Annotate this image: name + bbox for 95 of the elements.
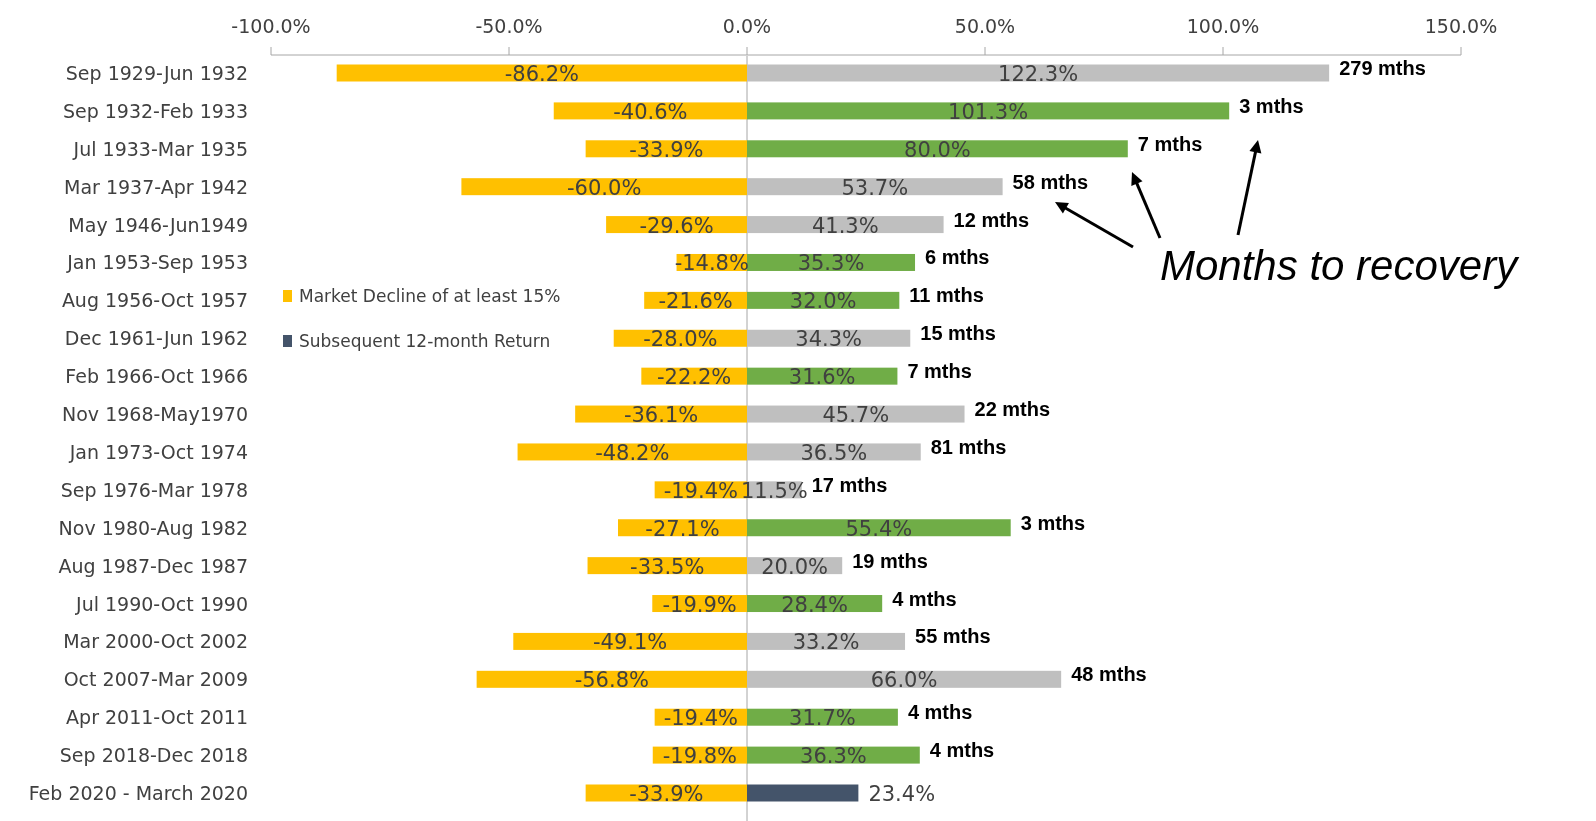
data-label: -19.8% [662,744,738,769]
data-label: -48.2% [595,440,670,465]
data-label: -40.6% [613,99,688,124]
data-label: 33.2% [792,630,860,655]
legend-label: Subsequent 12-month Return [299,331,551,351]
data-label: 55.4% [845,516,913,541]
data-label: -28.0% [643,327,718,352]
annotation: 4 mths [929,739,995,762]
annotation: 55 mths [915,625,991,648]
annotation: 4 mths [907,701,973,724]
bar [461,178,747,196]
data-label: 23.4% [868,782,936,806]
bar [747,784,859,802]
data-label: 41.3% [811,213,879,238]
y-tick-label: Jul 1990-Oct 1990 [75,592,248,615]
bar [747,178,1003,196]
bar [336,64,747,82]
y-tick-label: Jan 1953-Sep 1953 [66,251,248,274]
data-label: 34.3% [795,327,862,352]
y-tick-label: Apr 2011-Oct 2011 [66,706,248,729]
x-tick-label: 150.0% [1424,15,1498,37]
data-label: 80.0% [904,137,971,162]
y-tick-label: Mar 2000-Oct 2002 [63,630,248,653]
y-tick-label: Jul 1933-Mar 1935 [72,137,248,160]
annotation: 22 mths [974,398,1051,421]
annotation: 19 mths [852,549,928,572]
data-label: -21.6% [658,289,733,314]
data-label: 28.4% [781,592,848,617]
bar [747,64,1330,82]
data-label: -27.1% [645,516,720,541]
x-tick-label: -50.0% [475,15,543,37]
data-label: 36.3% [800,744,867,769]
legend-label: Market Decline of at least 15% [299,286,561,306]
bar [747,140,1128,158]
annotation: 17 mths [811,473,888,496]
y-tick-label: Oct 2007-Mar 2009 [63,668,248,691]
data-label: -36.1% [623,403,699,428]
data-label: 53.7% [841,175,909,200]
y-tick-label: Feb 1966-Oct 1966 [65,365,248,388]
data-label: -19.4% [663,478,738,503]
bar [747,670,1062,688]
data-label: -19.4% [663,706,738,731]
annotation: 11 mths [909,284,984,307]
y-tick-label: Mar 1937-Apr 1942 [64,175,248,198]
data-label: -49.1% [592,630,668,655]
annotation: Months to recovery [1160,242,1521,289]
data-label: -19.9% [662,592,737,617]
annotation: 4 mths [892,587,957,610]
x-tick-label: -100.0% [231,15,311,37]
annotation: 81 mths [930,435,1007,458]
data-label: -33.9% [629,137,704,162]
y-tick-label: Sep 1929-Jun 1932 [65,62,248,84]
annotation: 3 mths [1239,94,1304,117]
annotation: 12 mths [953,208,1030,231]
data-label: -56.8% [574,668,649,693]
y-tick-label: Aug 1956-Oct 1957 [61,289,248,312]
x-tick-label: 100.0% [1186,15,1260,37]
y-tick-label: Sep 1932-Feb 1933 [62,99,248,122]
y-tick-label: Dec 1961-Jun 1962 [64,327,248,350]
y-tick-label: Jan 1973-Oct 1974 [68,440,248,463]
data-label: 45.7% [822,403,890,428]
data-label: -33.9% [629,782,704,806]
data-label: -86.2% [504,62,579,86]
annotation: 279 mths [1339,57,1426,79]
data-label: -33.5% [630,554,705,579]
annotation: 3 mths [1020,511,1086,534]
x-tick-label: 0.0% [722,15,772,37]
annotation: 6 mths [925,246,990,269]
y-tick-label: Nov 1968-May1970 [62,403,248,426]
data-label: 20.0% [761,554,828,579]
data-label: 32.0% [789,289,857,314]
data-label: -60.0% [567,175,642,200]
data-label: 35.3% [797,251,865,276]
y-tick-label: Aug 1987-Dec 1987 [58,554,248,577]
bar [747,102,1230,120]
data-label: 101.3% [948,99,1029,124]
data-label: 122.3% [998,62,1079,86]
y-tick-label: Nov 1980-Aug 1982 [58,516,248,539]
y-tick-label: Sep 2018-Dec 2018 [59,744,248,767]
data-label: -22.2% [657,365,732,390]
y-tick-label: May 1946-Jun1949 [68,213,248,236]
data-label: 31.6% [788,365,856,390]
data-label: 36.5% [800,440,868,465]
data-label: 66.0% [870,668,938,693]
annotation: 7 mths [1137,132,1203,155]
annotation: 48 mths [1071,663,1147,686]
annotation: 7 mths [907,360,972,383]
data-label: 31.7% [789,706,856,731]
annotation: 58 mths [1012,170,1089,193]
y-tick-label: Feb 2020 - March 2020 [28,782,248,804]
bar [747,519,1011,537]
data-label: -29.6% [639,213,714,238]
annotation: 15 mths [920,322,996,345]
x-tick-label: 50.0% [954,15,1016,37]
y-tick-label: Sep 1976-Mar 1978 [60,478,248,501]
